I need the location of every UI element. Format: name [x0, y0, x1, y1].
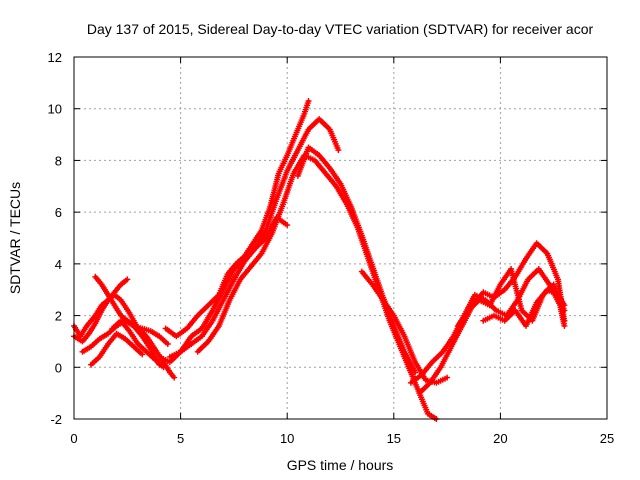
series-5	[92, 273, 171, 347]
chart-title: Day 137 of 2015, Sidereal Day-to-day VTE…	[87, 21, 594, 37]
y-tick-label: 4	[55, 257, 62, 272]
data-point	[561, 317, 568, 324]
x-tick-label: 10	[280, 431, 294, 446]
y-tick-label: 12	[48, 50, 62, 65]
data-point	[561, 302, 568, 309]
data-point	[561, 307, 568, 314]
data-point	[305, 98, 312, 104]
data-point	[444, 374, 451, 381]
series-9	[166, 116, 342, 360]
x-tick-label: 15	[387, 431, 401, 446]
data-point	[124, 276, 131, 283]
data-point	[561, 322, 568, 329]
y-tick-label: 2	[55, 309, 62, 324]
data-point	[164, 341, 171, 347]
data-point	[412, 369, 419, 376]
x-tick-label: 25	[600, 431, 614, 446]
x-tick-label: 20	[493, 431, 507, 446]
y-tick-label: -2	[50, 412, 62, 427]
y-tick-label: 10	[48, 102, 62, 117]
series-16	[480, 286, 568, 329]
x-tick-label: 5	[177, 431, 184, 446]
grid	[74, 57, 607, 419]
x-tick-label: 0	[70, 431, 77, 446]
data-point	[160, 364, 167, 371]
series-6	[109, 317, 167, 371]
series-4	[88, 330, 146, 368]
data-point	[335, 147, 342, 154]
data-point	[171, 374, 178, 381]
y-tick-label: 8	[55, 153, 62, 168]
data-point	[284, 222, 291, 229]
axis-ticks: 0 5 10 15 20 25 -2 0 2 4 6 8 10 12	[48, 50, 615, 446]
plot-frame	[73, 56, 608, 420]
y-axis-label: SDTVAR / TECUs	[7, 182, 23, 294]
series-layer	[71, 98, 568, 422]
x-axis-label: GPS time / hours	[287, 457, 394, 473]
data-point	[139, 351, 146, 358]
y-tick-label: 0	[55, 360, 62, 375]
series-2	[71, 276, 131, 345]
y-tick-label: 6	[55, 205, 62, 220]
